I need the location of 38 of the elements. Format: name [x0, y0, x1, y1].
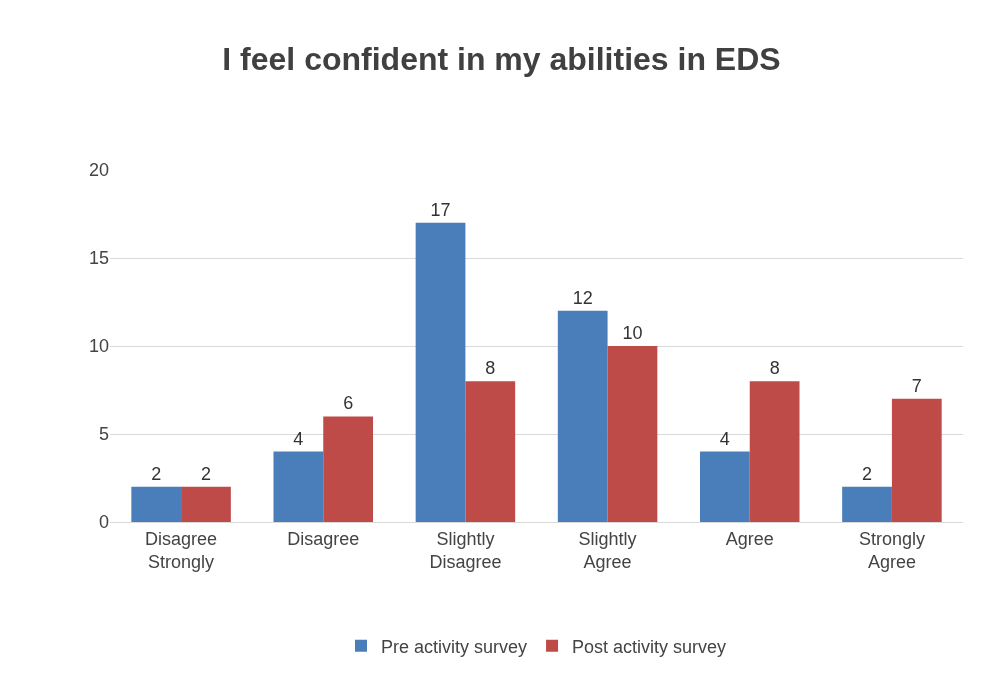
data-label: 10 — [622, 323, 643, 343]
bar — [557, 310, 608, 522]
data-label: 4 — [719, 428, 730, 449]
x-tick-label: Strongly Agree — [858, 528, 925, 572]
data-label: 17 — [430, 199, 451, 220]
x-tick-label: Disagree Strongly — [145, 528, 218, 572]
x-tick-label: Agree — [725, 528, 774, 549]
bar — [465, 381, 516, 522]
y-tick-label: 20 — [88, 160, 109, 181]
data-label: 4 — [293, 428, 304, 449]
data-label: 2 — [862, 463, 873, 484]
chart-title: I feel confident in my abilities in EDS — [222, 40, 781, 77]
bar — [749, 381, 800, 522]
y-tick-label: 10 — [88, 336, 109, 357]
bar — [842, 486, 892, 522]
data-label: 2 — [200, 463, 211, 484]
data-label: 6 — [343, 393, 354, 414]
data-label: 12 — [572, 287, 593, 308]
bar — [181, 486, 231, 522]
x-tick-label: Slightly Disagree — [429, 528, 502, 572]
bar — [415, 222, 466, 522]
legend-label: Pre activity survey — [381, 636, 528, 657]
data-label: 2 — [151, 463, 162, 484]
data-label: 8 — [769, 358, 780, 379]
x-tick-label: Slightly Agree — [578, 528, 637, 572]
bar — [131, 486, 182, 522]
data-label: 8 — [485, 358, 496, 379]
bar — [891, 398, 942, 522]
y-tick-label: 15 — [88, 248, 109, 269]
legend-label: Post activity survey — [572, 636, 727, 657]
x-tick-label: Disagree — [287, 528, 360, 549]
data-label: 7 — [911, 375, 922, 396]
bar — [607, 346, 658, 522]
bar — [699, 451, 750, 522]
y-tick-label: 0 — [98, 512, 109, 533]
bar — [273, 451, 324, 522]
bar — [323, 416, 374, 522]
y-tick-label: 5 — [98, 424, 109, 445]
